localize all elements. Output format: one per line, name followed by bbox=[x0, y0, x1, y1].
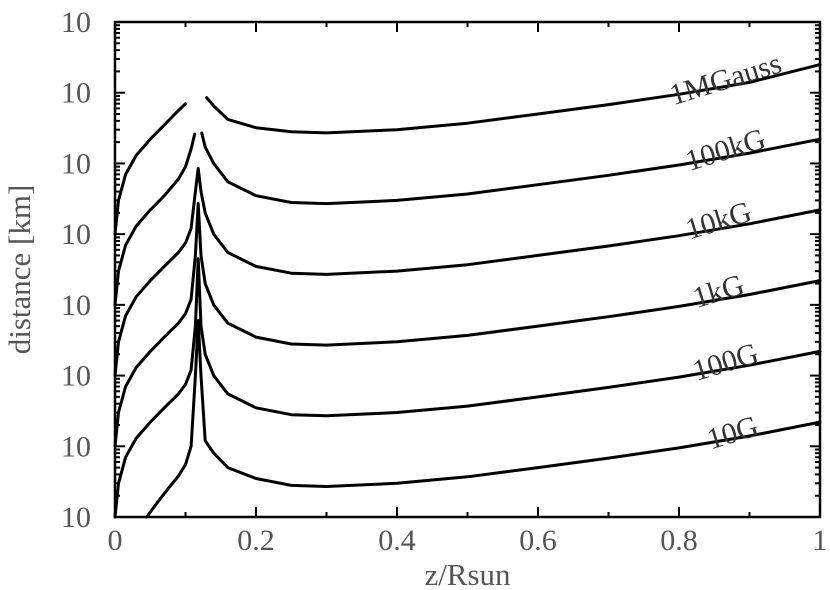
y-tick-label: 10 bbox=[61, 360, 91, 393]
x-tick-label: 0.6 bbox=[519, 524, 557, 557]
curve-label: 100G bbox=[689, 337, 762, 388]
y-tick-label: 10 bbox=[61, 77, 91, 110]
y-tick-label: 10 bbox=[61, 218, 91, 251]
y-tick-label: 10 bbox=[61, 6, 91, 39]
curves-group bbox=[113, 63, 822, 519]
x-tick-label: 0 bbox=[108, 524, 123, 557]
y-tick-label: 10 bbox=[61, 147, 91, 180]
x-tick-label: 0.4 bbox=[378, 524, 416, 557]
curve-label: 10kG bbox=[682, 195, 755, 246]
x-tick-labels: 0 0.2 0.4 0.6 0.8 1 bbox=[108, 524, 828, 557]
curve-label: 1MGauss bbox=[666, 47, 786, 112]
y-axis-title: distance [km] bbox=[2, 185, 37, 355]
curve-label: 1kG bbox=[689, 268, 748, 315]
y-tick-labels: 10-210-1100101102103104105 bbox=[61, 6, 91, 534]
curve-1kg bbox=[113, 202, 822, 448]
curve-100kg bbox=[200, 131, 822, 206]
curve-100kg bbox=[113, 132, 197, 307]
curve-100g bbox=[113, 257, 822, 519]
curve-10g bbox=[145, 319, 822, 519]
y-tick-label: 10 bbox=[61, 430, 91, 463]
y-tick-label: 10 bbox=[61, 501, 91, 534]
x-tick-label: 0.8 bbox=[660, 524, 698, 557]
curve-10kg bbox=[113, 166, 822, 378]
x-axis-title: z/Rsun bbox=[424, 557, 511, 590]
curve-1mgauss bbox=[113, 102, 187, 236]
curve-labels-group: 1MGauss 100kG 10kG 1kG 100G 10G bbox=[666, 47, 786, 456]
x-tick-label: 0.2 bbox=[237, 524, 275, 557]
x-tick-label: 1 bbox=[813, 524, 828, 557]
curve-label: 10G bbox=[703, 410, 762, 457]
y-tick-label: 10 bbox=[61, 289, 91, 322]
curve-label: 100kG bbox=[682, 122, 770, 177]
plot-frame bbox=[113, 20, 822, 519]
curve-1mgauss bbox=[205, 63, 822, 135]
